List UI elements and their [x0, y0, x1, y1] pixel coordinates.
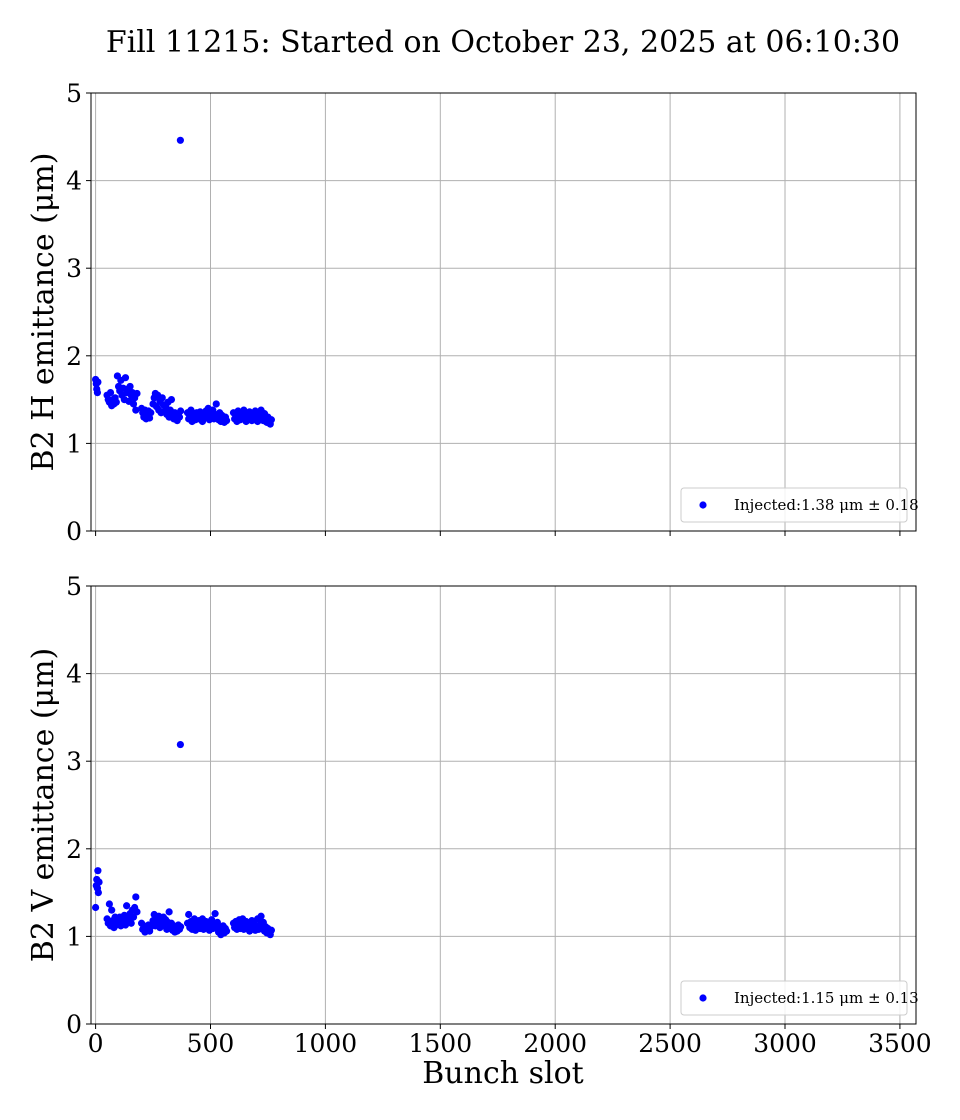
data-point	[92, 903, 100, 912]
x-tick-label: 1000	[294, 1029, 358, 1058]
y-tick-label: 3	[66, 747, 82, 776]
data-point	[267, 926, 275, 934]
data-point	[147, 409, 155, 417]
data-point	[158, 394, 166, 402]
data-point	[177, 407, 185, 415]
series-points	[92, 740, 275, 939]
legend-marker	[699, 994, 707, 1002]
data-point	[257, 912, 265, 920]
x-tick-label: 0	[88, 1029, 104, 1058]
y-tick-label: 1	[66, 429, 82, 458]
x-tick-label: 3500	[868, 1029, 932, 1058]
data-point	[105, 900, 113, 908]
data-point	[94, 867, 102, 875]
data-point	[165, 908, 173, 916]
y-tick-label: 5	[66, 572, 82, 601]
y-tick-label: 5	[66, 79, 82, 108]
data-point	[95, 878, 103, 886]
x-tick-label: 3000	[753, 1029, 817, 1058]
figure-title: Fill 11215: Started on October 23, 2025 …	[106, 25, 900, 60]
plot-frame	[90, 585, 917, 1025]
y-tick-label: 3	[66, 254, 82, 283]
data-point	[176, 136, 184, 144]
series-points	[92, 136, 275, 428]
plot-frame	[90, 92, 917, 532]
data-point	[185, 910, 193, 919]
data-point	[108, 906, 116, 914]
y-tick-label: 1	[66, 922, 82, 951]
data-point	[133, 389, 141, 398]
legend: Injected:1.15 μm ± 0.13	[680, 980, 919, 1016]
data-point	[133, 908, 141, 916]
y-tick-label: 4	[66, 167, 82, 196]
data-point	[121, 374, 130, 382]
y-tick-label: 0	[66, 517, 82, 546]
y-tick-label: 2	[66, 342, 82, 371]
x-axis-label: Bunch slot	[422, 1056, 583, 1091]
data-point	[129, 400, 138, 408]
y-tick-label: 2	[66, 835, 82, 864]
legend-box	[680, 487, 908, 523]
data-point	[106, 388, 115, 397]
data-point	[112, 398, 120, 406]
data-point	[93, 388, 102, 397]
data-point	[129, 913, 138, 921]
x-tick-label: 2500	[638, 1029, 702, 1058]
data-point	[212, 400, 220, 408]
panel-b2-v-emittance: 0 500 1000 1500 2000 2500 3000 3500 0 1 2 3 4 5 B2 V e…	[26, 572, 932, 1058]
legend: Injected:1.38 μm ± 0.18	[680, 487, 919, 523]
legend-marker	[699, 501, 707, 509]
data-point	[177, 923, 185, 931]
data-point	[167, 396, 176, 404]
data-point	[211, 910, 219, 918]
y-tick-label: 4	[66, 660, 82, 689]
y-axis-label: B2 V emittance (μm)	[26, 648, 61, 962]
legend-box	[680, 980, 908, 1016]
panel-b2-h-emittance: 0 1 2 3 4 5 B2 H emittance (μm) Injected:1.38 μ…	[26, 79, 919, 546]
data-point	[127, 919, 135, 927]
data-point	[126, 382, 134, 391]
data-point	[267, 416, 275, 424]
data-point	[222, 417, 231, 425]
x-tick-label: 2000	[523, 1029, 587, 1058]
legend-label: Injected:1.15 μm ± 0.13	[734, 989, 919, 1007]
legend-label: Injected:1.38 μm ± 0.18	[734, 496, 919, 514]
data-point	[222, 927, 231, 935]
data-point	[176, 740, 184, 749]
data-point	[94, 378, 102, 386]
x-tick-label: 500	[187, 1029, 235, 1058]
y-axis-label: B2 H emittance (μm)	[26, 153, 61, 472]
data-point	[132, 893, 140, 901]
data-point	[94, 889, 102, 897]
data-point	[132, 406, 140, 414]
x-tick-label: 1500	[408, 1029, 472, 1058]
data-point	[175, 413, 184, 421]
y-tick-label: 0	[66, 1010, 82, 1039]
data-point	[123, 902, 131, 910]
